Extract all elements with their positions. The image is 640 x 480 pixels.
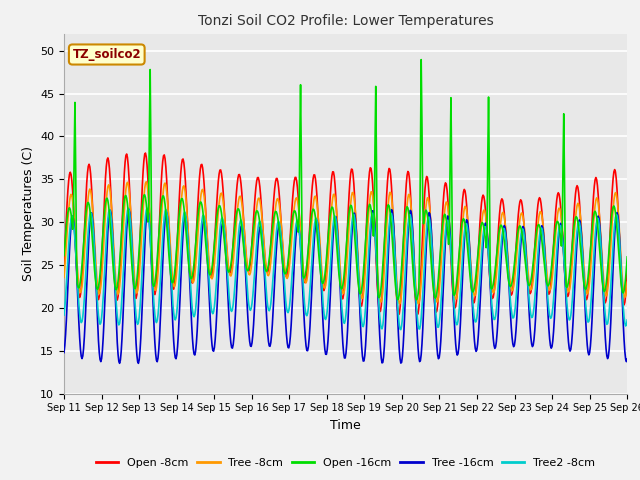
Text: TZ_soilco2: TZ_soilco2 [72, 48, 141, 61]
Y-axis label: Soil Temperatures (C): Soil Temperatures (C) [22, 146, 35, 281]
X-axis label: Time: Time [330, 419, 361, 432]
Title: Tonzi Soil CO2 Profile: Lower Temperatures: Tonzi Soil CO2 Profile: Lower Temperatur… [198, 14, 493, 28]
Legend: Open -8cm, Tree -8cm, Open -16cm, Tree -16cm, Tree2 -8cm: Open -8cm, Tree -8cm, Open -16cm, Tree -… [92, 453, 600, 472]
